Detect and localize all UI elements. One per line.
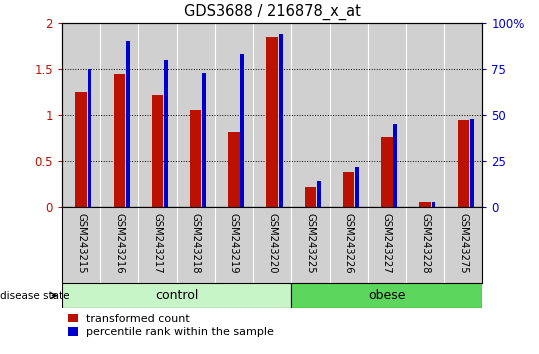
Bar: [152, 95, 163, 207]
Bar: [164, 60, 168, 207]
Bar: [393, 124, 397, 207]
Bar: [458, 120, 469, 207]
Bar: [305, 187, 316, 207]
Bar: [75, 92, 87, 207]
Bar: [114, 74, 125, 207]
Bar: [88, 69, 92, 207]
Bar: [291, 283, 482, 308]
Text: control: control: [155, 289, 198, 302]
Text: GSM243216: GSM243216: [114, 213, 125, 274]
Bar: [470, 119, 474, 207]
Bar: [202, 73, 206, 207]
Bar: [355, 167, 359, 207]
Text: GSM243215: GSM243215: [76, 213, 86, 274]
Bar: [317, 181, 321, 207]
Text: GSM243217: GSM243217: [153, 213, 163, 274]
Bar: [419, 201, 431, 207]
Bar: [190, 109, 202, 207]
Bar: [266, 37, 278, 207]
Text: disease state: disease state: [0, 291, 70, 301]
Bar: [62, 283, 291, 308]
Bar: [432, 201, 436, 207]
Title: GDS3688 / 216878_x_at: GDS3688 / 216878_x_at: [184, 4, 361, 20]
Bar: [126, 41, 130, 207]
Text: obese: obese: [368, 289, 406, 302]
Text: GSM243218: GSM243218: [191, 213, 201, 274]
Bar: [240, 54, 244, 207]
Text: GSM243226: GSM243226: [344, 213, 354, 274]
Text: GSM243275: GSM243275: [458, 213, 468, 274]
Text: GSM243228: GSM243228: [420, 213, 430, 274]
Bar: [381, 137, 392, 207]
Bar: [228, 132, 240, 207]
Text: GSM243219: GSM243219: [229, 213, 239, 274]
Text: GSM243220: GSM243220: [267, 213, 277, 274]
Bar: [279, 34, 282, 207]
Text: GSM243227: GSM243227: [382, 213, 392, 274]
Bar: [343, 172, 354, 207]
Text: GSM243225: GSM243225: [306, 213, 315, 274]
Legend: transformed count, percentile rank within the sample: transformed count, percentile rank withi…: [67, 314, 274, 337]
